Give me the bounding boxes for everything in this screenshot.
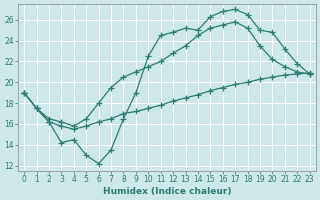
X-axis label: Humidex (Indice chaleur): Humidex (Indice chaleur) <box>103 187 231 196</box>
